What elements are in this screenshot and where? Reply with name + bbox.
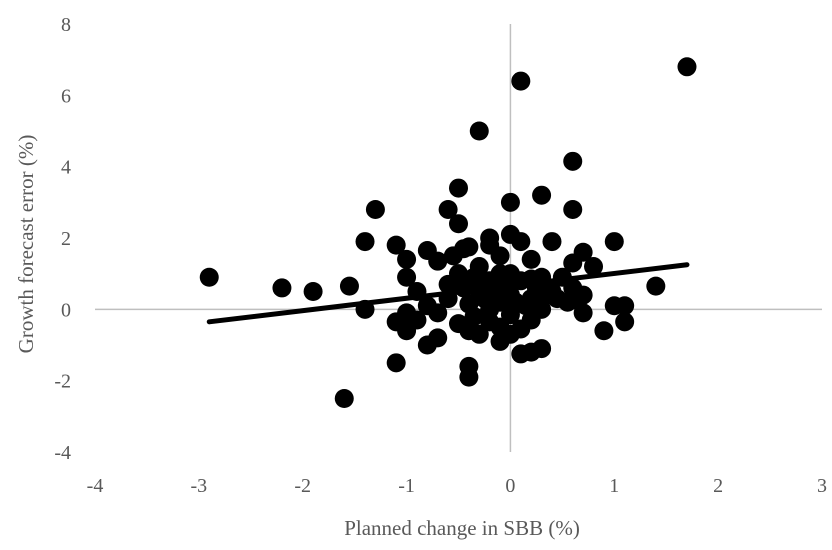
y-tick-label: -2: [54, 371, 71, 393]
data-point: [469, 324, 489, 344]
data-point: [511, 71, 531, 91]
data-point: [365, 199, 385, 219]
data-point: [449, 178, 468, 198]
x-tick-label: 3: [817, 475, 827, 497]
data-point: [677, 57, 697, 77]
data-point: [464, 306, 484, 326]
x-tick-label: -1: [398, 475, 415, 497]
data-point: [407, 310, 427, 330]
data-point: [563, 151, 583, 171]
data-point: [532, 339, 552, 359]
x-tick-label: -3: [191, 475, 208, 497]
data-point: [272, 278, 292, 298]
y-tick-label: 6: [61, 85, 71, 107]
data-point: [303, 282, 323, 301]
y-tick-label: 4: [61, 157, 71, 179]
x-tick-label: -4: [87, 475, 104, 497]
data-point: [459, 237, 479, 257]
data-point: [532, 299, 552, 319]
data-point: [428, 328, 448, 348]
data-point: [355, 232, 375, 252]
y-tick-label: -4: [54, 442, 71, 464]
data-point: [199, 267, 219, 287]
data-point: [573, 303, 593, 323]
data-point: [459, 367, 479, 387]
data-point: [386, 353, 406, 373]
data-point: [532, 185, 552, 205]
data-point: [511, 232, 531, 252]
data-point: [438, 199, 458, 219]
data-point: [521, 249, 541, 269]
tick-labels: -4 -3 -2 -1 0 1 2 3 -4 -2 0 2 4 6 8: [54, 14, 827, 497]
x-tick-label: 0: [505, 475, 515, 497]
y-tick-label: 8: [61, 14, 71, 36]
data-point: [428, 251, 448, 271]
data-point: [542, 232, 562, 252]
y-tick-label: 0: [61, 299, 71, 321]
data-point: [584, 257, 604, 277]
data-point: [615, 312, 635, 332]
data-point: [615, 296, 635, 316]
data-point: [469, 257, 489, 277]
data-point: [339, 276, 359, 296]
data-point: [397, 249, 417, 269]
data-point: [646, 276, 666, 296]
trendline-layer: [206, 262, 690, 325]
data-point: [573, 285, 593, 305]
x-tick-label: 2: [713, 475, 723, 497]
data-point: [563, 199, 583, 219]
y-tick-label: 2: [61, 228, 71, 250]
trendline: [206, 262, 690, 325]
data-point: [449, 214, 468, 234]
x-axis-title: Planned change in SBB (%): [344, 516, 580, 540]
data-point: [428, 303, 448, 323]
data-points: [199, 57, 697, 408]
data-point: [469, 121, 489, 141]
data-point: [490, 246, 510, 266]
x-tick-label: -2: [294, 475, 311, 497]
axes: [95, 24, 822, 452]
y-axis-title: Growth forecast error (%): [14, 135, 38, 354]
data-point: [334, 389, 354, 408]
data-point: [573, 242, 593, 262]
data-point: [386, 235, 406, 255]
data-point: [500, 192, 520, 212]
data-point: [397, 267, 417, 287]
x-tick-label: 1: [609, 475, 619, 497]
data-point: [449, 264, 468, 284]
data-point: [604, 232, 624, 252]
data-point: [594, 321, 614, 341]
